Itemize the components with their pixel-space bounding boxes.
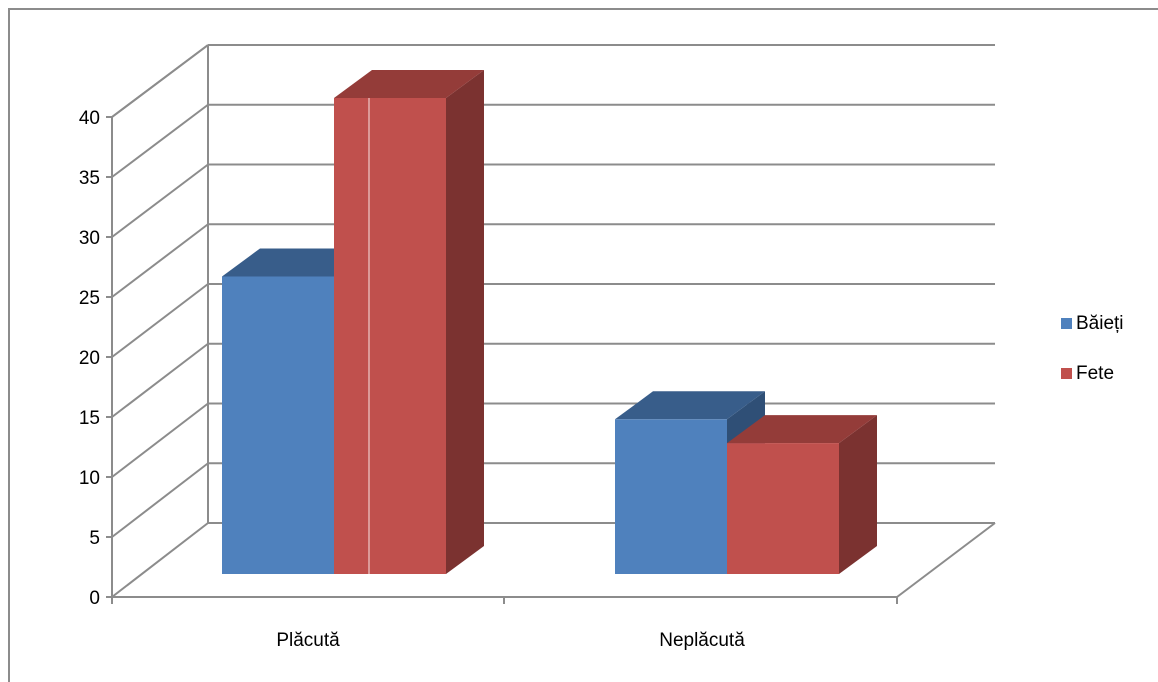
y-tick-label: 0	[89, 588, 100, 609]
bar-top	[727, 415, 877, 444]
legend-item: Băieți	[1061, 313, 1124, 334]
bar-layer	[222, 70, 877, 574]
y-tick-label: 30	[79, 228, 100, 249]
bar-front	[615, 419, 727, 574]
bar-front	[334, 98, 446, 574]
legend-swatch	[1061, 318, 1072, 329]
legend-item: Fete	[1061, 363, 1114, 384]
bar	[334, 70, 484, 574]
y-tick-label: 15	[79, 408, 100, 429]
x-tick-label: Plăcută	[276, 630, 340, 651]
legend-swatch	[1061, 368, 1072, 379]
bar-side	[446, 70, 484, 574]
y-tick-label: 25	[79, 288, 100, 309]
x-tick-label: Neplăcută	[659, 630, 745, 651]
legend: Băieți Fete	[1061, 313, 1124, 384]
y-tick-label: 5	[89, 528, 100, 549]
bar-side	[839, 415, 877, 574]
y-tick-label: 35	[79, 168, 100, 189]
floor-right-edge	[896, 522, 996, 598]
side-gridline	[111, 103, 209, 178]
chart-frame	[8, 8, 1158, 682]
y-tick-label: 20	[79, 348, 100, 369]
y-tick-label: 40	[79, 108, 100, 129]
side-gridline	[111, 44, 209, 118]
bar-top	[334, 70, 484, 98]
bar	[727, 415, 877, 574]
bar-front	[222, 276, 334, 574]
side-gridline	[111, 283, 209, 358]
side-gridline	[111, 342, 209, 418]
axis-layer: 0 5 10 15 20 25 30 35 40 Plăcută Neplăcută	[79, 108, 898, 651]
side-gridline	[111, 402, 209, 478]
side-gridline	[111, 522, 209, 598]
side-gridline	[111, 223, 209, 298]
bar-top	[615, 391, 765, 420]
legend-label: Fete	[1076, 363, 1114, 384]
y-tick-label: 10	[79, 468, 100, 489]
side-gridline	[111, 462, 209, 538]
bar-front	[727, 443, 839, 574]
legend-label: Băieți	[1076, 313, 1124, 334]
side-gridline	[111, 163, 209, 238]
